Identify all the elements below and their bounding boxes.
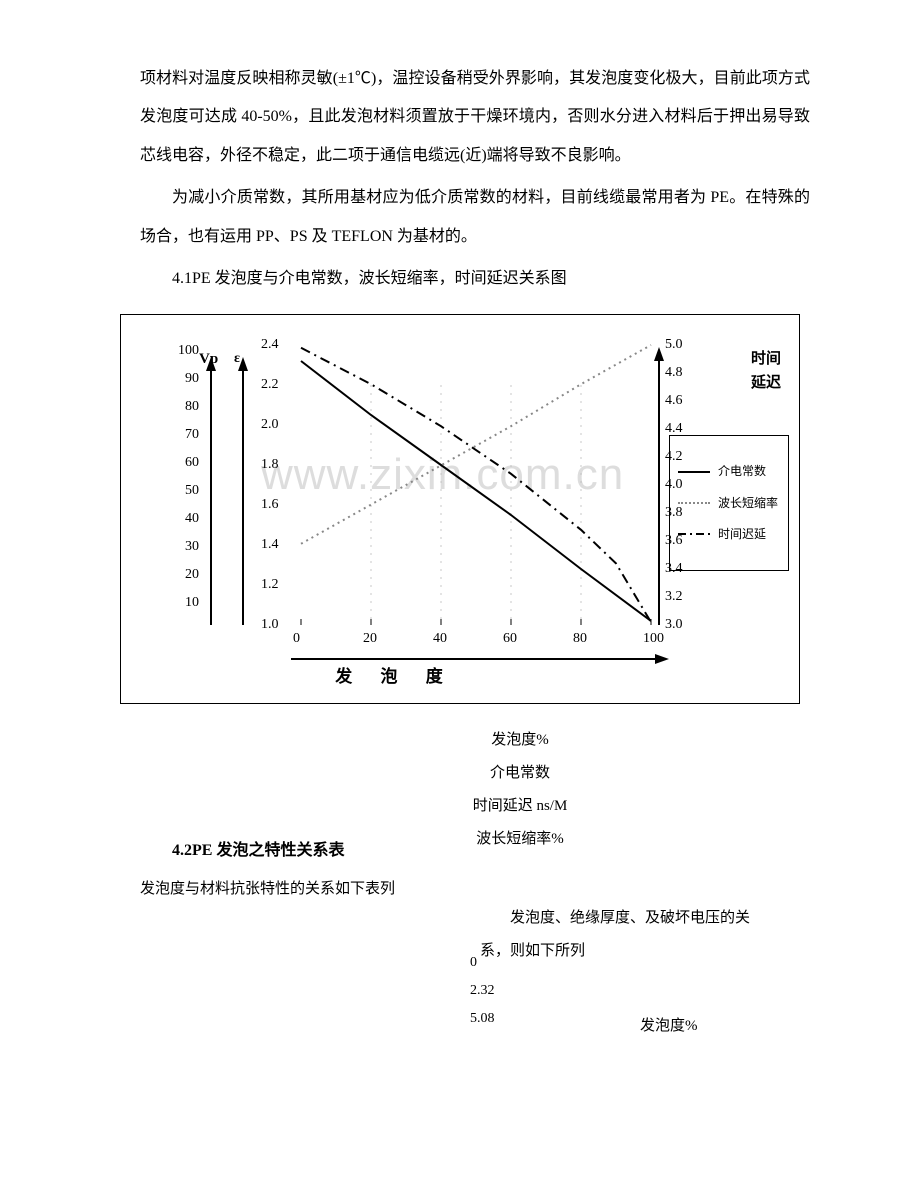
center-line-3: 时间延迟 ns/M <box>420 790 620 823</box>
legend-line-dashdot <box>678 533 710 535</box>
paragraph-2: 为减小介质常数，其所用基材应为低介质常数的材料，目前线缆最常用者为 PE。在特殊… <box>140 179 810 256</box>
center-line-2: 介电常数 <box>420 757 620 790</box>
legend-label-3: 时间迟延 <box>718 525 766 544</box>
right-label-foaming: 发泡度% <box>640 1014 698 1035</box>
values-column: 0 2.32 5.08 <box>470 949 495 1033</box>
left-block: 4.2PE 发泡之特性关系表 发泡度与材料抗张特性的关系如下表列 <box>140 832 395 906</box>
center-column: 发泡度% 介电常数 时间延迟 ns/M 波长短缩率% <box>420 724 620 856</box>
center-line-4: 波长短缩率% <box>420 823 620 856</box>
legend-label-1: 介电常数 <box>718 462 766 481</box>
paragraph-1: 项材料对温度反映相称灵敏(±1℃)，温控设备稍受外界影响，其发泡度变化极大，目前… <box>140 60 810 175</box>
section-4-2-title: 4.2PE 发泡之特性关系表 <box>140 832 395 870</box>
legend-line-solid <box>678 471 710 473</box>
center-line-1: 发泡度% <box>420 724 620 757</box>
left-line-text: 发泡度与材料抗张特性的关系如下表列 <box>140 871 395 907</box>
right-block: 发泡度、绝缘厚度、及破坏电压的关系，则如下所列 <box>480 902 770 968</box>
legend-box: 介电常数 波长短缩率 时间迟延 <box>669 435 789 571</box>
val-0: 0 <box>470 949 495 977</box>
legend-row-3: 时间迟延 <box>678 525 780 544</box>
right-title-text: 发泡度、绝缘厚度、及破坏电压的关系，则如下所列 <box>480 902 770 968</box>
val-1: 2.32 <box>470 977 495 1005</box>
x-axis-title: 发 泡 度 <box>121 662 669 687</box>
legend-row-2: 波长短缩率 <box>678 494 780 513</box>
legend-label-2: 波长短缩率 <box>718 494 778 513</box>
paragraph-3: 4.1PE 发泡度与介电常数，波长短缩率，时间延迟关系图 <box>140 260 810 298</box>
legend-line-dotted <box>678 502 710 504</box>
chart-container: www.zixin.com.cn Vp ε 时间 延迟 100908070605… <box>120 314 800 704</box>
val-2: 5.08 <box>470 1005 495 1033</box>
legend-row-1: 介电常数 <box>678 462 780 481</box>
